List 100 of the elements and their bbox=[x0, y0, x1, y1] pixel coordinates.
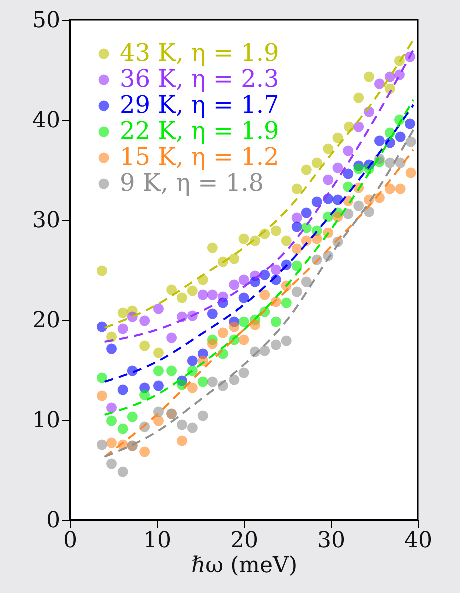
point bbox=[96, 390, 108, 402]
point bbox=[153, 406, 164, 418]
point bbox=[354, 200, 364, 212]
point bbox=[270, 340, 282, 350]
point bbox=[118, 384, 128, 396]
point bbox=[96, 372, 108, 384]
point bbox=[238, 316, 250, 328]
point bbox=[166, 366, 178, 376]
legend-label: 15 K, η = 1.2 bbox=[120, 143, 280, 171]
point bbox=[292, 184, 302, 194]
point bbox=[153, 416, 164, 426]
point bbox=[229, 280, 240, 290]
point bbox=[166, 284, 178, 296]
point bbox=[140, 340, 150, 352]
legend-label: 43 K, η = 1.9 bbox=[120, 39, 280, 67]
point bbox=[238, 368, 250, 378]
x-axis-title: ℏω (meV) bbox=[191, 554, 298, 578]
point bbox=[153, 366, 164, 376]
point bbox=[198, 290, 208, 300]
point bbox=[96, 266, 108, 276]
y-tick-label: 40 bbox=[32, 108, 60, 134]
point bbox=[229, 374, 240, 386]
point bbox=[323, 174, 334, 186]
point bbox=[292, 260, 302, 272]
legend-label: 36 K, η = 2.3 bbox=[120, 65, 280, 93]
point bbox=[281, 236, 292, 246]
point bbox=[238, 234, 250, 244]
point bbox=[354, 92, 364, 104]
legend-label: 22 K, η = 1.9 bbox=[120, 117, 280, 145]
point bbox=[106, 344, 118, 354]
point bbox=[118, 324, 128, 334]
point bbox=[384, 158, 396, 168]
point bbox=[354, 164, 364, 174]
point bbox=[292, 286, 302, 298]
point bbox=[364, 72, 375, 82]
point bbox=[343, 168, 354, 180]
point bbox=[153, 380, 164, 392]
point bbox=[106, 458, 118, 470]
x-tick-label: 20 bbox=[230, 528, 258, 554]
point bbox=[406, 136, 416, 148]
point bbox=[207, 308, 218, 320]
point bbox=[166, 332, 178, 344]
point bbox=[270, 264, 282, 276]
point bbox=[106, 402, 118, 414]
point bbox=[207, 290, 218, 300]
point bbox=[176, 436, 188, 446]
point bbox=[281, 336, 292, 346]
point bbox=[127, 412, 138, 422]
point bbox=[176, 292, 188, 304]
point bbox=[187, 422, 198, 434]
x-tick-label: 0 bbox=[64, 528, 78, 554]
point bbox=[292, 222, 302, 232]
point bbox=[354, 122, 364, 132]
point bbox=[118, 466, 128, 478]
point bbox=[118, 308, 128, 318]
x-tick-label: 40 bbox=[404, 528, 432, 554]
point bbox=[260, 346, 270, 356]
point bbox=[292, 244, 302, 254]
point bbox=[96, 322, 108, 332]
point bbox=[260, 290, 270, 300]
x-tick-label: 30 bbox=[318, 528, 346, 554]
y-tick-label: 20 bbox=[32, 308, 60, 334]
y-tick-label: 30 bbox=[32, 208, 60, 234]
point bbox=[198, 376, 208, 388]
point bbox=[343, 208, 354, 220]
point bbox=[301, 208, 312, 218]
point bbox=[238, 274, 250, 286]
y-tick-label: 50 bbox=[32, 8, 60, 34]
point bbox=[292, 212, 302, 224]
point bbox=[374, 78, 385, 90]
point bbox=[406, 168, 416, 178]
point bbox=[384, 184, 396, 194]
point bbox=[140, 390, 150, 400]
point bbox=[140, 316, 150, 326]
point bbox=[207, 338, 218, 350]
point bbox=[229, 322, 240, 332]
point bbox=[207, 376, 218, 388]
legend-label: 29 K, η = 1.7 bbox=[120, 91, 280, 119]
point bbox=[106, 416, 118, 426]
point bbox=[312, 196, 322, 208]
point bbox=[207, 242, 218, 254]
point bbox=[301, 164, 312, 176]
point bbox=[238, 334, 250, 346]
point bbox=[187, 382, 198, 394]
point bbox=[343, 146, 354, 156]
point bbox=[153, 304, 164, 314]
point bbox=[281, 298, 292, 308]
point bbox=[270, 316, 282, 328]
point bbox=[270, 226, 282, 236]
point bbox=[229, 254, 240, 264]
y-tick-label: 0 bbox=[46, 508, 60, 534]
legend-label: 9 K, η = 1.8 bbox=[120, 169, 264, 197]
point bbox=[140, 446, 150, 458]
point bbox=[312, 158, 322, 168]
point bbox=[332, 132, 344, 144]
x-tick-label: 10 bbox=[144, 528, 172, 554]
point bbox=[218, 328, 228, 338]
point bbox=[176, 420, 188, 430]
point bbox=[332, 162, 344, 174]
point bbox=[332, 212, 344, 222]
